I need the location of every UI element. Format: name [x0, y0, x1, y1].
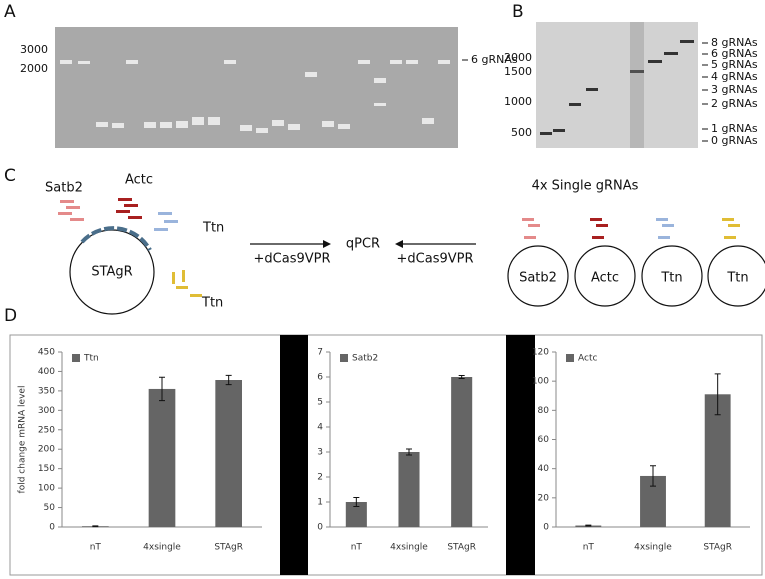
x-tick-label: nT — [90, 543, 102, 553]
readout-label: qPCR — [346, 237, 380, 252]
gel-a-ladder: 3000 — [20, 43, 48, 56]
y-tick-label: 100 — [38, 484, 55, 494]
right-title: 4x Single gRNAs — [532, 179, 639, 194]
panel-label: A — [4, 2, 16, 22]
bar — [215, 380, 242, 527]
gel-b-band-label: 3 gRNAs — [711, 83, 758, 96]
legend-swatch — [566, 354, 574, 362]
y-tick-label: 450 — [38, 348, 55, 358]
diagram — [58, 198, 765, 315]
divider — [506, 335, 535, 575]
y-tick-label: 120 — [532, 348, 549, 358]
target-label: Actc — [125, 173, 153, 188]
error-bar — [92, 525, 99, 528]
y-tick-label: 100 — [532, 377, 549, 387]
gel-b-ladder: 1500 — [504, 65, 532, 78]
error-bar — [159, 376, 165, 402]
panel-label: D — [4, 306, 17, 326]
gel-b-band-label: 5 gRNAs — [711, 58, 758, 71]
legend-label: Actc — [578, 354, 597, 364]
gel-b-band-label: 1 gRNAs — [711, 122, 758, 135]
gel-b-band-label: 4 gRNAs — [711, 70, 758, 83]
legend-label: Satb2 — [352, 354, 378, 364]
y-tick-label: 300 — [38, 406, 55, 416]
x-tick-label: nT — [351, 543, 363, 553]
error-bar — [225, 374, 232, 386]
chart-frame — [9, 334, 763, 576]
treatment-label: +dCas9VPR — [254, 252, 331, 267]
x-tick-label: STAgR — [703, 543, 732, 553]
y-tick-label: 0 — [543, 523, 549, 533]
gel-b-ladder: 500 — [511, 126, 532, 139]
gel-b-bands — [540, 40, 694, 135]
vector-label: STAgR — [91, 265, 132, 280]
divider — [280, 335, 308, 575]
y-tick-label: 0 — [317, 523, 323, 533]
y-tick-label: 5 — [317, 398, 323, 408]
error-bar — [458, 375, 465, 379]
single-vector-label: Ttn — [726, 271, 748, 286]
y-tick-label: 40 — [538, 464, 550, 474]
gel-b-ladder-lane — [630, 22, 644, 148]
y-tick-label: 400 — [38, 367, 55, 377]
bar — [148, 388, 176, 527]
y-tick-label: 250 — [38, 425, 55, 435]
y-tick-label: 2 — [317, 473, 323, 483]
y-tick-label: 3 — [317, 448, 323, 458]
x-tick-label: 4xsingle — [634, 543, 672, 553]
x-tick-label: 4xsingle — [390, 543, 428, 553]
single-vector-label: Actc — [591, 271, 619, 286]
error-bar — [714, 373, 721, 416]
y-tick-label: 50 — [44, 503, 56, 513]
y-tick-label: 6 — [317, 373, 323, 383]
panel-label: C — [4, 166, 16, 186]
panel-label: B — [512, 2, 524, 22]
error-bar — [650, 465, 656, 487]
legend-swatch — [72, 354, 80, 362]
y-tick-label: 350 — [38, 386, 55, 396]
x-tick-label: STAgR — [214, 543, 243, 553]
y-tick-label: 0 — [49, 523, 55, 533]
bar — [345, 502, 367, 527]
gel-b-band-label: 8 gRNAs — [711, 36, 758, 49]
error-bar — [353, 497, 360, 507]
gel-b-ladder: 1000 — [504, 95, 532, 108]
y-tick-label: 200 — [38, 445, 55, 455]
bar — [398, 452, 420, 527]
error-bar — [406, 448, 412, 456]
gel-b-band-label: 6 gRNAs — [711, 47, 758, 60]
x-tick-label: 4xsingle — [143, 543, 181, 553]
gel-a-ladder: 2000 — [20, 62, 48, 75]
gel-b — [536, 22, 698, 148]
y-tick-label: 80 — [538, 406, 550, 416]
gel-b-band-label: 0 gRNAs — [711, 134, 758, 147]
error-bar — [585, 524, 592, 527]
gel-b-band-label: 2 gRNAs — [711, 97, 758, 110]
gel-a-bands — [60, 60, 450, 133]
y-tick-label: 7 — [317, 348, 323, 358]
gel-a-band-label: 6 gRNAs — [471, 53, 518, 66]
y-tick-label: 1 — [317, 498, 323, 508]
treatment-label: +dCas9VPR — [397, 252, 474, 267]
y-axis-label: fold change mRNA level — [18, 386, 28, 494]
legend-swatch — [340, 354, 348, 362]
y-tick-label: 60 — [538, 435, 550, 445]
x-tick-label: STAgR — [447, 543, 476, 553]
target-label: Ttn — [201, 296, 223, 311]
gel-b-ladder: 2000 — [504, 51, 532, 64]
single-vector-label: Ttn — [660, 271, 682, 286]
legend-label: Ttn — [83, 354, 99, 364]
y-tick-label: 150 — [38, 464, 55, 474]
bar — [451, 377, 473, 527]
y-tick-label: 4 — [317, 423, 323, 433]
target-label: Satb2 — [45, 181, 83, 196]
bar — [704, 394, 731, 527]
x-tick-label: nT — [583, 543, 595, 553]
target-label: Ttn — [202, 221, 224, 236]
single-vector-label: Satb2 — [519, 271, 557, 286]
y-tick-label: 20 — [538, 493, 550, 503]
